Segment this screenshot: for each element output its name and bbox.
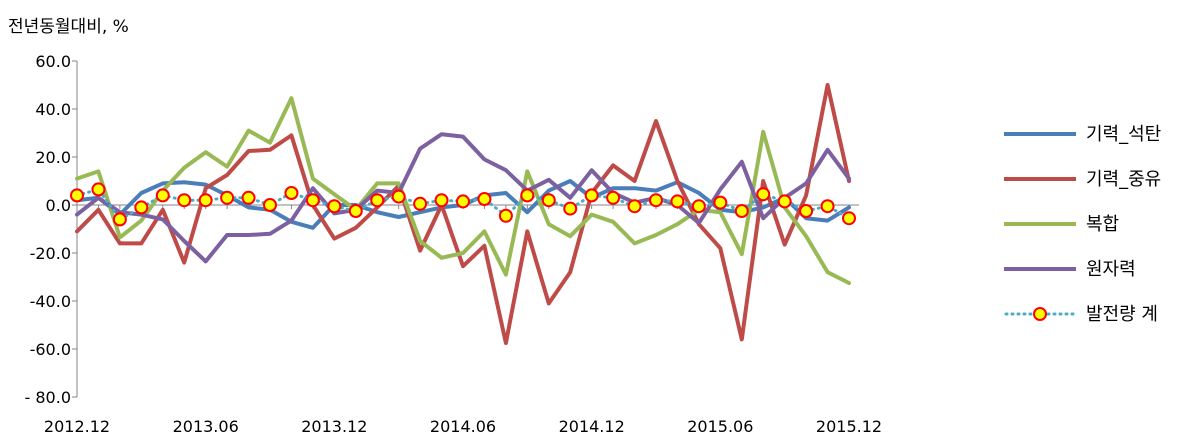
data-point (348, 204, 363, 218)
y-tick-label: 20.0 (35, 148, 71, 167)
data-point (70, 188, 84, 203)
data-point (670, 194, 685, 209)
data-point (713, 195, 728, 210)
y-tick-label: 40.0 (35, 100, 71, 119)
data-point (627, 199, 642, 214)
data-point (520, 188, 535, 203)
legend-swatch (1004, 177, 1076, 181)
tick-labels: 60.0 40.0 20.0 0.0 -20.0 -40.0 -60.0 - 80.0 2012… (25, 52, 883, 436)
legend-swatch (1004, 307, 1076, 321)
data-point (820, 199, 835, 214)
data-point (263, 198, 277, 212)
data-point (563, 201, 578, 216)
data-point (734, 204, 749, 218)
data-point (456, 194, 470, 209)
y-tick-label: 60.0 (35, 52, 71, 71)
data-point (177, 193, 192, 208)
legend-label: 복합 (1086, 214, 1120, 235)
legend-swatch (1004, 222, 1076, 226)
data-point (155, 188, 170, 203)
y-axis-title: 전년동월대비, % (8, 17, 129, 37)
legend-item: 기력_중유 (1004, 163, 1194, 208)
axes (72, 60, 859, 398)
data-point (413, 196, 428, 211)
data-point (477, 192, 492, 206)
data-point (606, 190, 621, 205)
data-point (391, 189, 406, 204)
series-layer (70, 83, 856, 345)
legend-item: 기력_석탄 (1004, 118, 1194, 163)
series-line-3 (75, 132, 851, 264)
data-point (842, 211, 856, 226)
x-tick-label: 2012.12 (44, 417, 110, 436)
legend-item: 복합 (1004, 208, 1194, 253)
series-line-1 (75, 83, 851, 345)
data-point (134, 200, 149, 215)
y-tick-label: -40.0 (30, 292, 71, 311)
data-point (241, 190, 256, 205)
data-point (498, 208, 513, 223)
x-tick-label: 2015.06 (687, 417, 753, 436)
x-tick-label: 2013.12 (301, 417, 367, 436)
data-point (198, 193, 213, 208)
legend-label: 원자력 (1086, 259, 1136, 280)
data-point (541, 193, 556, 208)
data-point (305, 193, 320, 208)
x-tick-label: 2013.06 (173, 417, 239, 436)
legend-label: 발전량 계 (1086, 304, 1158, 325)
data-point (112, 212, 127, 227)
data-point (799, 204, 814, 218)
legend-item: 발전량 계 (1004, 298, 1194, 343)
data-point (584, 188, 599, 203)
legend-swatch (1004, 267, 1076, 271)
data-point (691, 199, 706, 214)
y-tick-label: 0.0 (46, 196, 71, 215)
line-chart: 60.0 40.0 20.0 0.0 -20.0 -40.0 -60.0 - 80.0 2012… (25, 52, 883, 436)
y-tick-label: -20.0 (30, 244, 71, 263)
legend-swatch (1004, 132, 1076, 136)
data-point (327, 199, 342, 214)
y-tick-label: -60.0 (30, 340, 71, 359)
y-tick-label: - 80.0 (25, 388, 71, 407)
x-tick-label: 2015.12 (816, 417, 882, 436)
data-point (220, 190, 235, 205)
legend-label: 기력_석탄 (1086, 124, 1162, 145)
legend-item: 원자력 (1004, 253, 1194, 298)
data-point (434, 193, 449, 208)
x-tick-label: 2014.12 (559, 417, 625, 436)
data-point (756, 187, 771, 202)
data-point (370, 193, 385, 208)
data-point (91, 182, 106, 197)
data-point (777, 194, 792, 209)
x-tick-label: 2014.06 (430, 417, 496, 436)
series-line-2 (75, 96, 851, 285)
data-point (649, 193, 663, 208)
legend-label: 기력_중유 (1086, 169, 1162, 190)
data-point (284, 186, 299, 200)
